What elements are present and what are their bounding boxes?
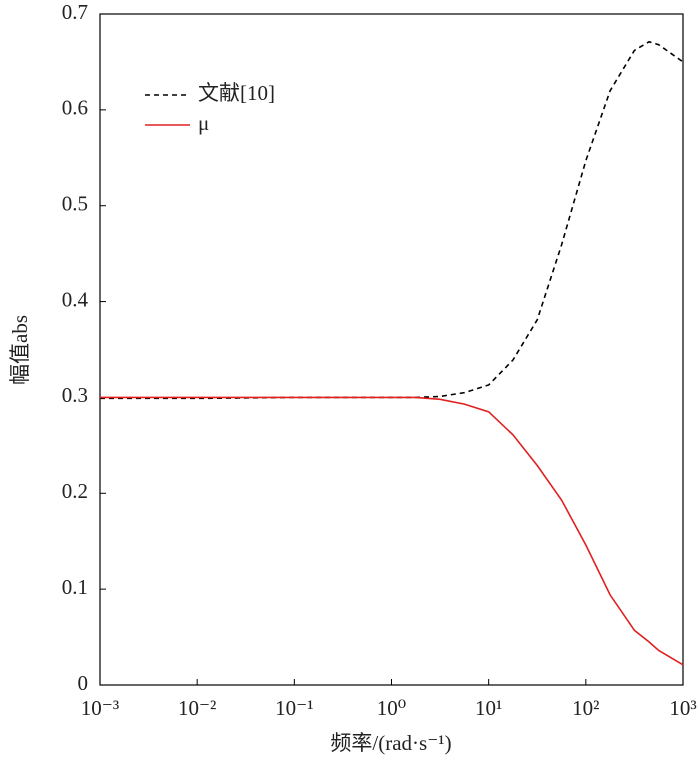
plot-frame <box>99 13 684 686</box>
x-tick-label: 10⁻² <box>178 696 216 720</box>
y-tick-label: 0.5 <box>62 192 88 216</box>
y-tick-label: 0.6 <box>62 96 88 120</box>
y-tick-label: 0.4 <box>62 287 89 311</box>
y-tick-label: 0.3 <box>62 383 88 407</box>
legend-label: 文献[10] <box>198 81 275 105</box>
x-tick-label: 10⁻³ <box>81 696 119 720</box>
y-tick-label: 0.7 <box>62 0 88 24</box>
legend-label: μ <box>198 111 209 135</box>
y-tick-label: 0.1 <box>62 575 88 599</box>
y-axis-label: 幅值abs <box>8 315 32 385</box>
x-tick-label: 10³ <box>669 696 696 720</box>
x-axis-label: 频率/(rad·s⁻¹) <box>330 731 451 755</box>
x-tick-label: 10⁻¹ <box>275 696 313 720</box>
y-tick-label: 0 <box>78 671 89 695</box>
series-line <box>100 396 684 666</box>
x-tick-label: 10¹ <box>475 696 502 720</box>
x-tick-label: 10⁰ <box>377 696 406 720</box>
y-tick-label: 0.2 <box>62 479 88 503</box>
series-line <box>100 40 684 400</box>
x-tick-label: 10² <box>572 696 599 720</box>
